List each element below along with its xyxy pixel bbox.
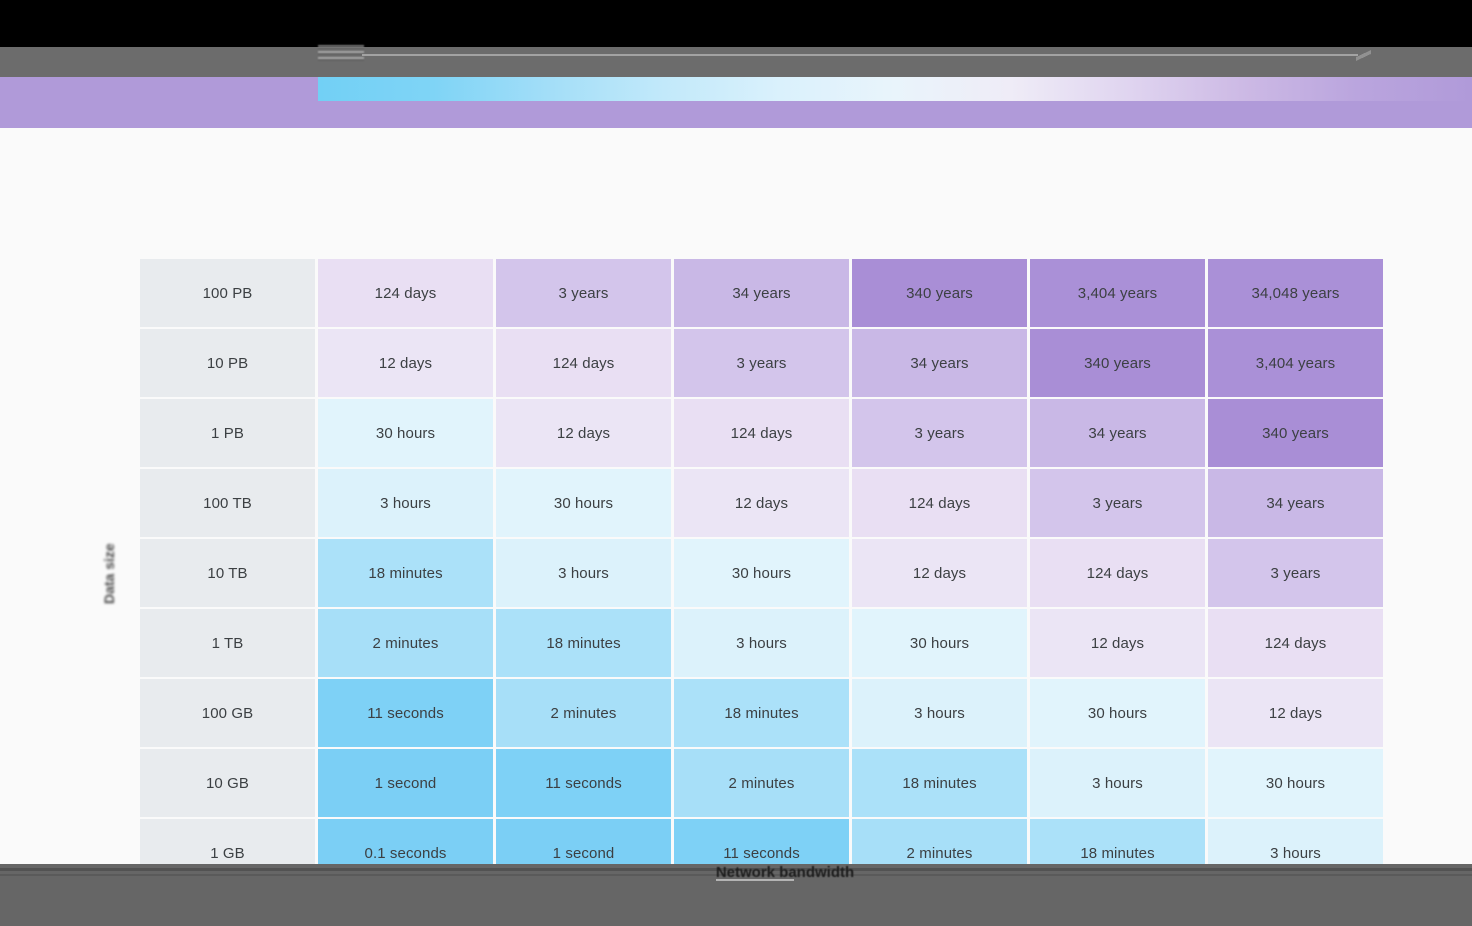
heatmap-cell: 12 days [1030, 609, 1205, 677]
row-label: 1 PB [140, 399, 315, 467]
heatmap-cell: 18 minutes [674, 679, 849, 747]
heatmap-cell: 124 days [318, 259, 493, 327]
heatmap-cell: 3 years [1208, 539, 1383, 607]
color-legend-gradient [318, 77, 1472, 101]
heatmap-cell: 30 hours [318, 399, 493, 467]
heatmap-cell: 34 years [674, 259, 849, 327]
row-label: 1 TB [140, 609, 315, 677]
heatmap-cell: 34,048 years [1208, 259, 1383, 327]
heatmap-cell: 1 second [318, 749, 493, 817]
heatmap-cell: 124 days [1208, 609, 1383, 677]
heatmap-cell: 12 days [1208, 679, 1383, 747]
heatmap-cell: 3 hours [674, 609, 849, 677]
heatmap-cell: 2 minutes [496, 679, 671, 747]
heatmap-cell: 18 minutes [496, 609, 671, 677]
heatmap-cell: 3 years [852, 399, 1027, 467]
underline-fragment [716, 879, 794, 881]
transfer-time-heatmap: 100 PB 124 days 3 years 34 years 340 years 3,… [140, 259, 1383, 926]
heatmap-cell: 3 hours [1030, 749, 1205, 817]
row-label: 10 GB [140, 749, 315, 817]
y-axis-label: Data size [101, 543, 117, 605]
heatmap-cell: 3,404 years [1208, 329, 1383, 397]
row-label: 100 PB [140, 259, 315, 327]
heatmap-cell: 3 years [496, 259, 671, 327]
heatmap-cell: 18 minutes [318, 539, 493, 607]
heatmap-cell: 124 days [674, 399, 849, 467]
heatmap-cell: 124 days [1030, 539, 1205, 607]
heatmap-cell: 12 days [318, 329, 493, 397]
heatmap-cell: 30 hours [674, 539, 849, 607]
heatmap-cell: 18 minutes [852, 749, 1027, 817]
letterbox-top-bar [0, 0, 1472, 47]
heatmap-cell: 340 years [1030, 329, 1205, 397]
heatmap-cell: 3 years [674, 329, 849, 397]
bottom-bar: Network bandwidth [0, 864, 1472, 926]
heatmap-cell: 3 hours [318, 469, 493, 537]
heatmap-cell: 34 years [852, 329, 1027, 397]
x-axis-label: Network bandwidth [715, 864, 855, 881]
row-label: 10 TB [140, 539, 315, 607]
heatmap-cell: 3 years [1030, 469, 1205, 537]
heatmap-cell: 12 days [674, 469, 849, 537]
seek-line[interactable] [362, 54, 1358, 56]
heatmap-cell: 124 days [496, 329, 671, 397]
divider-line [0, 874, 1472, 876]
heatmap-cell: 11 seconds [496, 749, 671, 817]
divider-line [0, 868, 1472, 871]
heatmap-cell: 12 days [496, 399, 671, 467]
slide-content: Data size 100 PB 124 days 3 years 34 years 3… [0, 128, 1472, 926]
toolbar-blurred-text [318, 45, 364, 63]
heatmap-cell: 2 minutes [674, 749, 849, 817]
heatmap-cell: 30 hours [496, 469, 671, 537]
heatmap-cell: 30 hours [1208, 749, 1383, 817]
heatmap-cell: 30 hours [852, 609, 1027, 677]
heatmap-cell: 11 seconds [318, 679, 493, 747]
row-label: 100 TB [140, 469, 315, 537]
legend-band [0, 77, 1472, 128]
heatmap-cell: 340 years [852, 259, 1027, 327]
heatmap-cell: 2 minutes [318, 609, 493, 677]
heatmap-cell: 340 years [1208, 399, 1383, 467]
heatmap-cell: 3,404 years [1030, 259, 1205, 327]
heatmap-cell: 34 years [1030, 399, 1205, 467]
heatmap-cell: 30 hours [1030, 679, 1205, 747]
heatmap-cell: 3 hours [852, 679, 1027, 747]
cursor-mark-icon [1356, 47, 1371, 64]
heatmap-cell: 3 hours [496, 539, 671, 607]
row-label: 100 GB [140, 679, 315, 747]
video-toolbar [0, 45, 1472, 77]
heatmap-cell: 124 days [852, 469, 1027, 537]
heatmap-cell: 34 years [1208, 469, 1383, 537]
heatmap-cell: 12 days [852, 539, 1027, 607]
row-label: 10 PB [140, 329, 315, 397]
